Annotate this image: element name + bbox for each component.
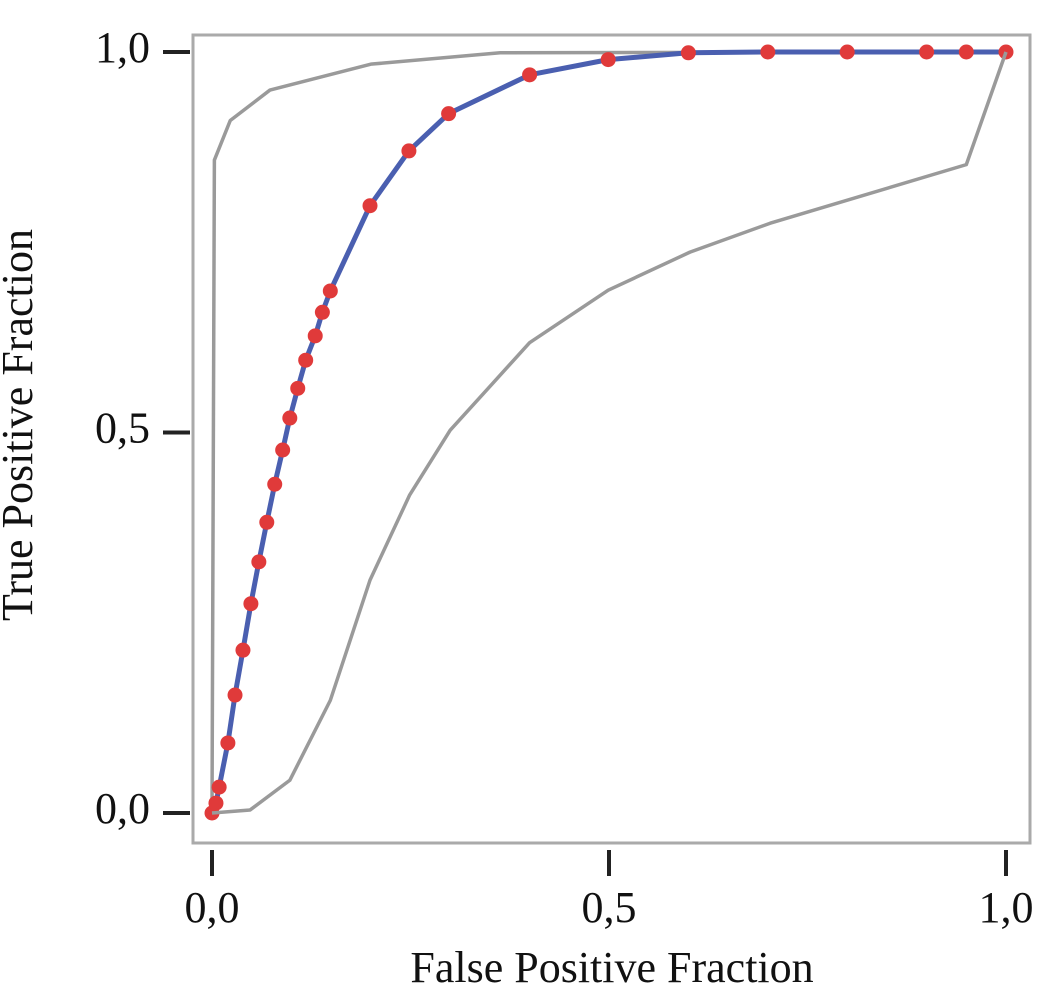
data-point xyxy=(839,44,855,60)
data-point xyxy=(211,779,227,795)
x-tick-label: 0,0 xyxy=(185,883,240,932)
data-point xyxy=(522,67,538,83)
data-point xyxy=(314,304,330,320)
x-tick-label: 1,0 xyxy=(979,883,1034,932)
data-point xyxy=(227,687,243,703)
data-point xyxy=(282,410,298,426)
y-tick-label: 0,5 xyxy=(95,404,150,453)
x-axis-title: False Positive Fraction xyxy=(410,943,813,992)
series-line xyxy=(210,50,1007,814)
data-point xyxy=(267,476,283,492)
series-line xyxy=(209,49,1006,814)
y-tick-label: 1,0 xyxy=(95,23,150,72)
x-tick-label: 0,5 xyxy=(582,883,637,932)
data-point xyxy=(760,44,776,60)
data-point xyxy=(208,795,224,811)
y-tick-label: 0,0 xyxy=(95,784,150,833)
series-line xyxy=(211,51,1008,815)
y-axis-title: True Positive Fraction xyxy=(0,229,42,621)
data-point xyxy=(275,442,291,458)
data-point xyxy=(958,44,974,60)
data-point xyxy=(362,198,378,214)
data-point xyxy=(322,283,338,299)
data-point xyxy=(600,52,616,68)
data-point xyxy=(680,45,696,61)
data-point xyxy=(919,44,935,60)
data-point xyxy=(259,514,275,530)
data-point xyxy=(441,106,457,122)
data-point xyxy=(243,596,259,612)
data-point xyxy=(251,554,267,570)
data-point xyxy=(235,642,251,658)
data-point xyxy=(220,735,236,751)
data-point xyxy=(307,328,323,344)
data-point xyxy=(298,352,314,368)
data-point xyxy=(290,380,306,396)
plot-frame xyxy=(191,33,1032,845)
data-point xyxy=(401,143,417,159)
